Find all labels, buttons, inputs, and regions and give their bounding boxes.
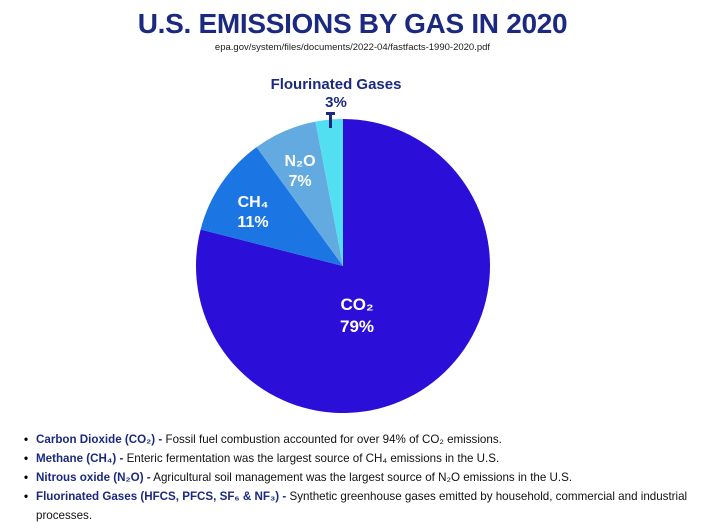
ch4-pct-text: 11%: [237, 214, 269, 231]
pie-slice-1: [200, 147, 343, 266]
n2o-slice-label: N₂O 7%: [240, 152, 360, 192]
bullet-text: Carbon Dioxide (CO₂) - Fossil fuel combu…: [36, 430, 690, 449]
n2o-pct-text: 7%: [288, 173, 312, 190]
co2-label-text: CO₂: [340, 295, 374, 314]
bullet-term: Nitrous oxide (N₂O) -: [36, 471, 151, 484]
flourinated-gases-pct: 3%: [325, 94, 347, 111]
page-title: U.S. EMISSIONS BY GAS IN 2020: [137, 8, 568, 39]
gas-definitions-list: Carbon Dioxide (CO₂) - Fossil fuel combu…: [24, 430, 690, 525]
bullet-text: Fluorinated Gases (HFCS, PFCS, SF₆ & NF₃…: [36, 487, 690, 525]
source-url-text: epa.gov/system/files/documents/2022-04/f…: [214, 42, 491, 53]
ch4-label-text: CH₄: [237, 194, 269, 211]
bullet-desc: Synthetic greenhouse gases emitted by ho…: [36, 490, 688, 522]
callout-tick-icon: [326, 112, 334, 128]
bullet-desc: Fossil fuel combustion accounted for ove…: [165, 433, 502, 446]
list-item: Methane (CH₄) - Enteric fermentation was…: [24, 449, 690, 468]
co2-slice-label: CO₂ 79%: [297, 294, 417, 338]
pie-slice-2: [256, 121, 343, 266]
ch4-slice-label: CH₄ 11%: [193, 193, 313, 233]
bullet-text: Nitrous oxide (N₂O) - Agricultural soil …: [36, 468, 690, 487]
list-item: Carbon Dioxide (CO₂) - Fossil fuel combu…: [24, 430, 690, 449]
pie-slice-3: [315, 119, 343, 266]
flourinated-gases-label: Flourinated Gases: [270, 76, 402, 93]
n2o-label-text: N₂O: [284, 153, 316, 170]
bullet-text: Methane (CH₄) - Enteric fermentation was…: [36, 449, 690, 468]
list-item: Nitrous oxide (N₂O) - Agricultural soil …: [24, 468, 690, 487]
bullet-term: Fluorinated Gases (HFCS, PFCS, SF₆ & NF₃…: [36, 490, 287, 503]
pie-slice-0: [196, 118, 491, 414]
flourinated-gases-callout: Flourinated Gases 3%: [226, 76, 446, 112]
bullet-dot-icon: [24, 430, 36, 449]
bullet-term: Carbon Dioxide (CO₂) -: [36, 433, 163, 446]
bullet-dot-icon: [24, 449, 36, 468]
bullet-term: Methane (CH₄) -: [36, 452, 124, 465]
bullet-dot-icon: [24, 468, 36, 487]
list-item: Fluorinated Gases (HFCS, PFCS, SF₆ & NF₃…: [24, 487, 690, 525]
co2-pct-text: 79%: [339, 317, 375, 336]
bullet-desc: Enteric fermentation was the largest sou…: [126, 452, 500, 465]
bullet-dot-icon: [24, 487, 36, 525]
bullet-desc: Agricultural soil management was the lar…: [153, 471, 573, 484]
